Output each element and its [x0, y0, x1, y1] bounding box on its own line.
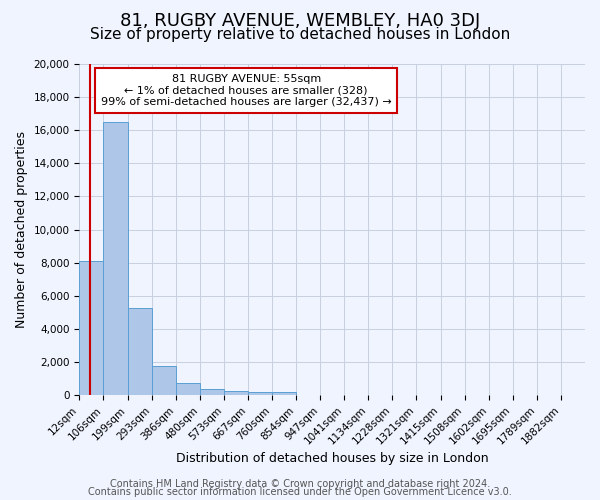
Bar [176, 383, 200, 395]
X-axis label: Distribution of detached houses by size in London: Distribution of detached houses by size … [176, 452, 488, 465]
Bar [79, 261, 103, 395]
Bar [224, 391, 248, 395]
Bar [272, 392, 296, 395]
Bar [248, 392, 272, 395]
Text: 81, RUGBY AVENUE, WEMBLEY, HA0 3DJ: 81, RUGBY AVENUE, WEMBLEY, HA0 3DJ [120, 12, 480, 30]
Text: Contains HM Land Registry data © Crown copyright and database right 2024.: Contains HM Land Registry data © Crown c… [110, 479, 490, 489]
Y-axis label: Number of detached properties: Number of detached properties [15, 131, 28, 328]
Text: Contains public sector information licensed under the Open Government Licence v3: Contains public sector information licen… [88, 487, 512, 497]
Bar [152, 366, 176, 395]
Text: 81 RUGBY AVENUE: 55sqm
← 1% of detached houses are smaller (328)
99% of semi-det: 81 RUGBY AVENUE: 55sqm ← 1% of detached … [101, 74, 392, 107]
Bar [200, 390, 224, 395]
Text: Size of property relative to detached houses in London: Size of property relative to detached ho… [90, 28, 510, 42]
Bar [103, 122, 128, 395]
Bar [128, 308, 152, 395]
